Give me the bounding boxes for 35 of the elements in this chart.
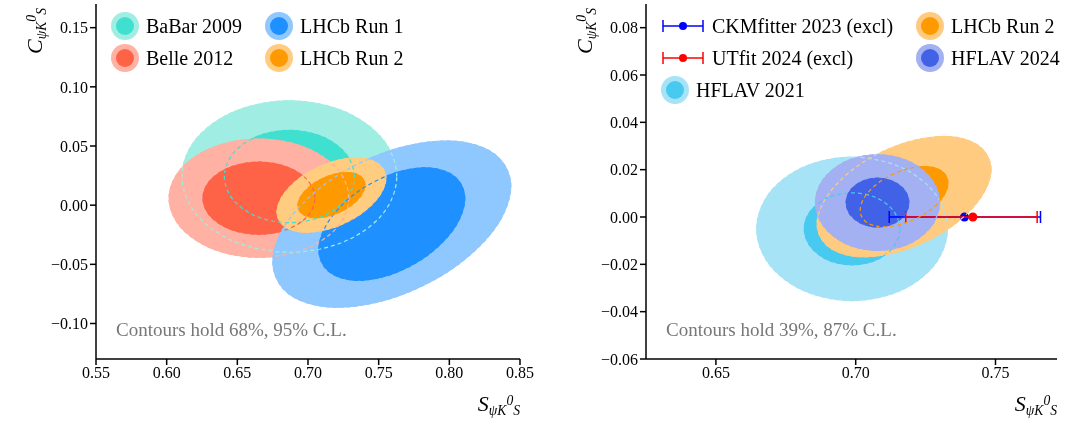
x-tick-label: 0.65 (701, 364, 730, 382)
y-tick-label: 0.00 (610, 208, 638, 226)
y-tick-label: 0.06 (610, 66, 638, 84)
annotation: Contours hold 39%, 87% C.L. (666, 319, 897, 341)
y-tick-label: 0.00 (60, 196, 88, 214)
y-tick-label: −0.04 (600, 303, 638, 321)
y-tick-label: −0.02 (600, 256, 638, 274)
x-tick-label: 0.75 (364, 364, 393, 382)
legend-label: UTfit 2024 (excl) (712, 46, 854, 70)
y-tick-label: 0.02 (610, 161, 638, 179)
x-tick-label: 0.65 (223, 364, 252, 382)
legend-label: CKMfitter 2023 (excl) (712, 14, 894, 38)
x-tick-label: 0.70 (841, 364, 870, 382)
annotation: Contours hold 68%, 95% C.L. (116, 319, 347, 341)
x-tick-label: 0.75 (981, 364, 1010, 382)
x-tick-label: 0.60 (152, 364, 181, 382)
y-tick-label: 0.15 (60, 19, 88, 37)
x-tick-label: 0.85 (506, 364, 534, 382)
y-tick-label: 0.04 (610, 114, 638, 132)
y-tick-label: −0.10 (50, 315, 88, 333)
legend-label: HFLAV 2024 (951, 46, 1060, 70)
legend-label: BaBar 2009 (146, 14, 243, 38)
legend-label: HFLAV 2021 (696, 78, 805, 102)
y-tick-label: −0.05 (50, 256, 88, 274)
y-tick-label: −0.06 (600, 350, 638, 368)
legend-label: Belle 2012 (146, 46, 234, 70)
x-tick-label: 0.70 (294, 364, 322, 382)
x-tick-label: 0.80 (435, 364, 464, 382)
y-tick-label: 0.05 (60, 137, 88, 155)
x-tick-label: 0.55 (82, 364, 110, 382)
y-tick-label: 0.08 (610, 19, 638, 37)
legend-label: LHCb Run 2 (951, 14, 1055, 38)
legend-label: LHCb Run 1 (300, 14, 404, 38)
y-tick-label: 0.10 (60, 78, 88, 96)
legend-label: LHCb Run 2 (300, 46, 404, 70)
